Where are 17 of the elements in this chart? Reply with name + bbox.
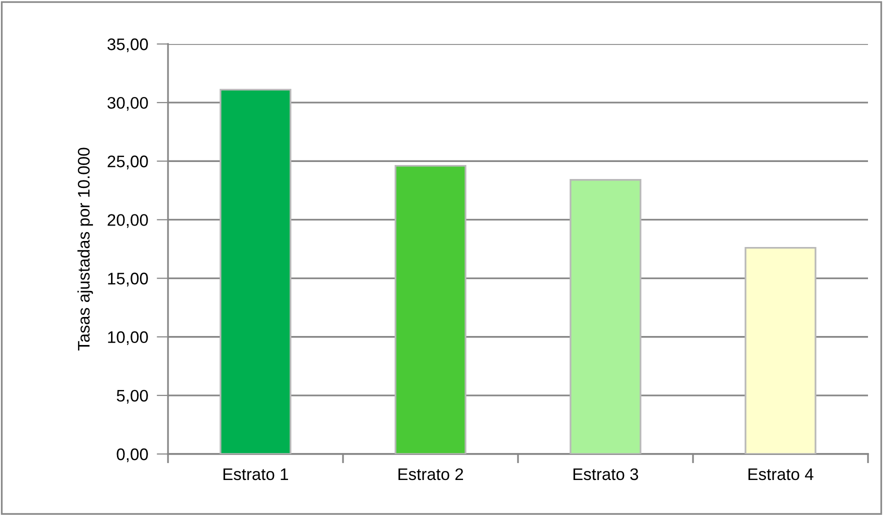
y-tick-label: 25,00 (108, 156, 148, 170)
y-tick-label: 15,00 (108, 272, 148, 286)
x-tick-label: Estrato 1 (224, 468, 288, 480)
bar (744, 246, 816, 454)
bar (220, 88, 292, 454)
x-tick-label: Estrato 4 (748, 468, 814, 480)
bar (394, 164, 466, 454)
y-tick-label: 5,00 (116, 390, 148, 404)
y-tick-label: 0,00 (116, 448, 148, 462)
x-tick-label: Estrato 2 (398, 468, 464, 480)
y-tick-label: 20,00 (108, 214, 148, 228)
y-tick-label: 30,00 (107, 96, 148, 111)
bar (570, 179, 642, 454)
y-tick-label: 35,00 (107, 38, 148, 52)
y-axis-title: Tasas ajustadas por 10.000 (77, 148, 93, 351)
x-tick-label: Estrato 3 (574, 468, 638, 480)
y-tick-label: 10,00 (108, 331, 148, 346)
